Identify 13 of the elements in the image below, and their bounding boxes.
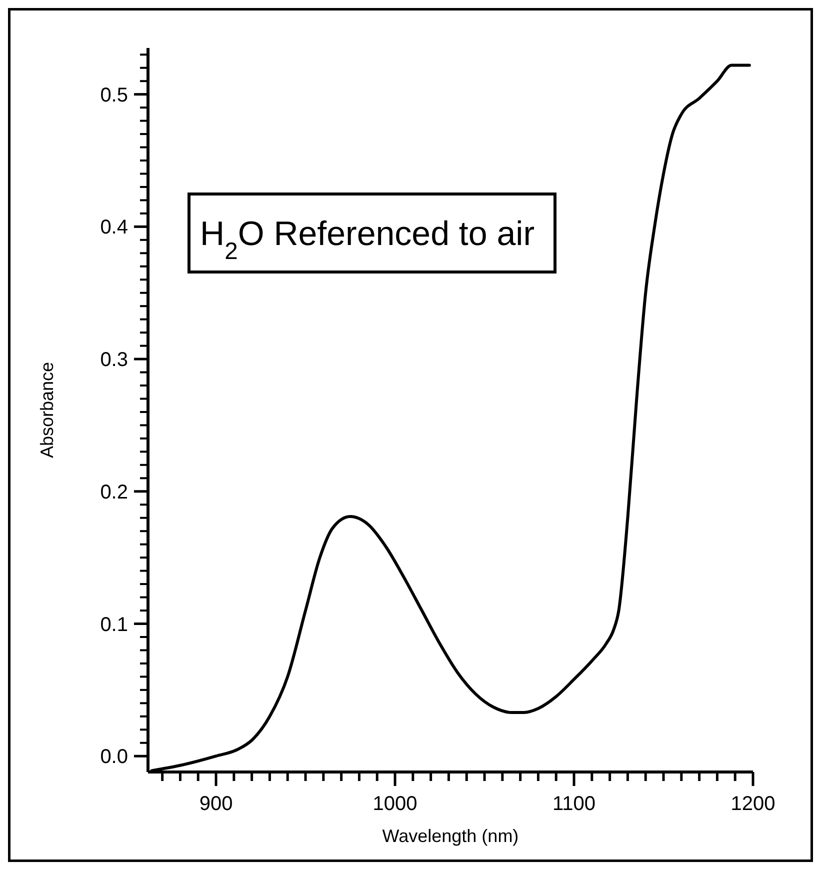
x-tick-label: 1200	[730, 793, 776, 815]
x-axis-title: Wavelength (nm)	[382, 826, 519, 846]
annotation: H$_{2}$O Referenced to air	[200, 215, 535, 264]
y-tick-label: 0.3	[100, 349, 128, 372]
y-tick-label: 0.1	[100, 614, 128, 636]
x-tick-label: 900	[199, 793, 233, 815]
y-tick-label: 0.5	[100, 84, 128, 106]
y-axis-title: Absorbance	[37, 362, 57, 458]
y-tick-label: 0.4	[100, 216, 128, 239]
y-tick-label: 0.2	[100, 481, 128, 504]
x-tick-label: 1100	[552, 793, 596, 815]
x-tick-label: 1000	[372, 793, 418, 815]
y-tick-label: 0.0	[100, 746, 128, 768]
